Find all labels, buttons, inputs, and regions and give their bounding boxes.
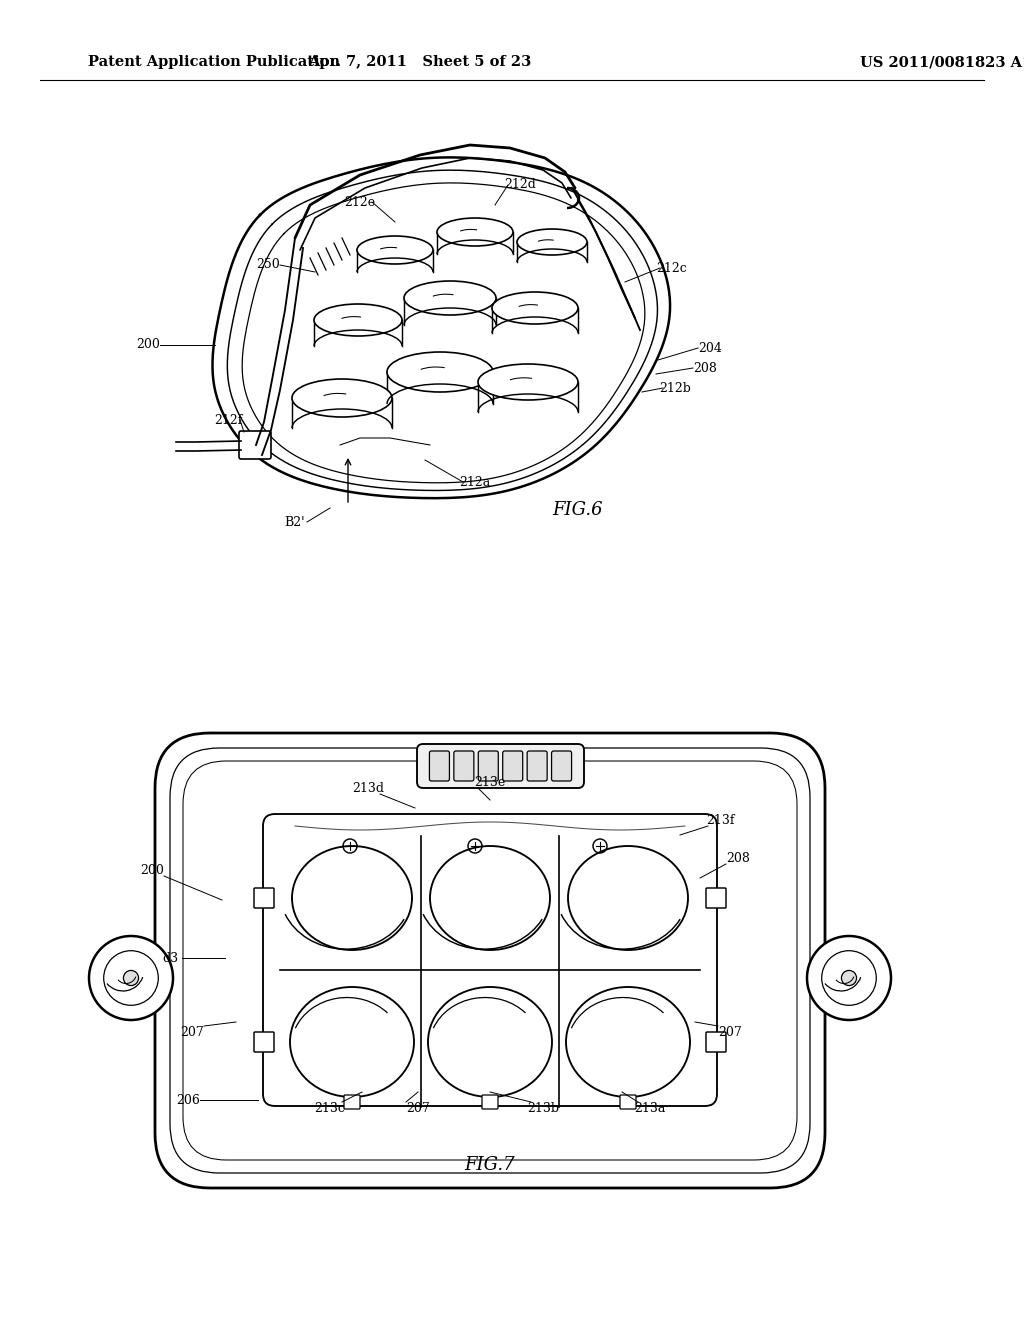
Text: 208: 208 [726, 851, 750, 865]
Ellipse shape [437, 218, 513, 246]
Text: 212d: 212d [504, 178, 536, 191]
Text: 212e: 212e [344, 195, 376, 209]
Text: 213d: 213d [352, 781, 384, 795]
Ellipse shape [568, 846, 688, 950]
Text: 250: 250 [256, 259, 280, 272]
Text: 204: 204 [698, 342, 722, 355]
FancyBboxPatch shape [527, 751, 547, 781]
Text: 200: 200 [140, 863, 164, 876]
Text: Patent Application Publication: Patent Application Publication [88, 55, 340, 69]
FancyBboxPatch shape [620, 1096, 636, 1109]
FancyBboxPatch shape [706, 1032, 726, 1052]
FancyBboxPatch shape [263, 814, 717, 1106]
Ellipse shape [517, 228, 587, 255]
Text: 213a: 213a [634, 1101, 666, 1114]
FancyBboxPatch shape [254, 888, 274, 908]
FancyBboxPatch shape [478, 751, 499, 781]
Text: 212c: 212c [656, 261, 687, 275]
Text: 212b: 212b [659, 381, 691, 395]
Circle shape [89, 936, 173, 1020]
Ellipse shape [404, 281, 496, 315]
FancyBboxPatch shape [254, 1032, 274, 1052]
FancyBboxPatch shape [344, 1096, 360, 1109]
Ellipse shape [492, 292, 578, 323]
Text: d3: d3 [162, 952, 178, 965]
Text: 207: 207 [718, 1026, 741, 1039]
Ellipse shape [314, 304, 402, 337]
FancyBboxPatch shape [482, 1096, 498, 1109]
FancyBboxPatch shape [155, 733, 825, 1188]
Text: 208: 208 [693, 362, 717, 375]
Circle shape [807, 936, 891, 1020]
FancyBboxPatch shape [429, 751, 450, 781]
Text: Apr. 7, 2011   Sheet 5 of 23: Apr. 7, 2011 Sheet 5 of 23 [308, 55, 531, 69]
Text: 213c: 213c [314, 1101, 345, 1114]
Text: US 2011/0081823 A1: US 2011/0081823 A1 [860, 55, 1024, 69]
Ellipse shape [292, 379, 392, 417]
Text: 213f: 213f [706, 813, 734, 826]
Text: FIG.6: FIG.6 [553, 502, 603, 519]
Ellipse shape [357, 236, 433, 264]
Ellipse shape [428, 987, 552, 1097]
Text: 200: 200 [136, 338, 160, 351]
Text: 213b: 213b [527, 1101, 559, 1114]
Ellipse shape [430, 846, 550, 950]
Ellipse shape [478, 364, 578, 400]
Text: 212a: 212a [460, 475, 490, 488]
Text: FIG.7: FIG.7 [465, 1156, 515, 1173]
FancyBboxPatch shape [552, 751, 571, 781]
FancyBboxPatch shape [239, 432, 271, 459]
Text: 207: 207 [407, 1101, 430, 1114]
Ellipse shape [566, 987, 690, 1097]
FancyBboxPatch shape [417, 744, 584, 788]
FancyBboxPatch shape [503, 751, 522, 781]
Text: 213e: 213e [474, 776, 506, 788]
Text: 212f: 212f [214, 413, 243, 426]
Circle shape [842, 970, 856, 986]
Circle shape [124, 970, 138, 986]
FancyBboxPatch shape [706, 888, 726, 908]
Text: 206: 206 [176, 1093, 200, 1106]
Text: 207: 207 [180, 1026, 204, 1039]
Ellipse shape [387, 352, 493, 392]
Text: B2': B2' [285, 516, 305, 528]
Ellipse shape [292, 846, 412, 950]
FancyBboxPatch shape [454, 751, 474, 781]
Ellipse shape [290, 987, 414, 1097]
